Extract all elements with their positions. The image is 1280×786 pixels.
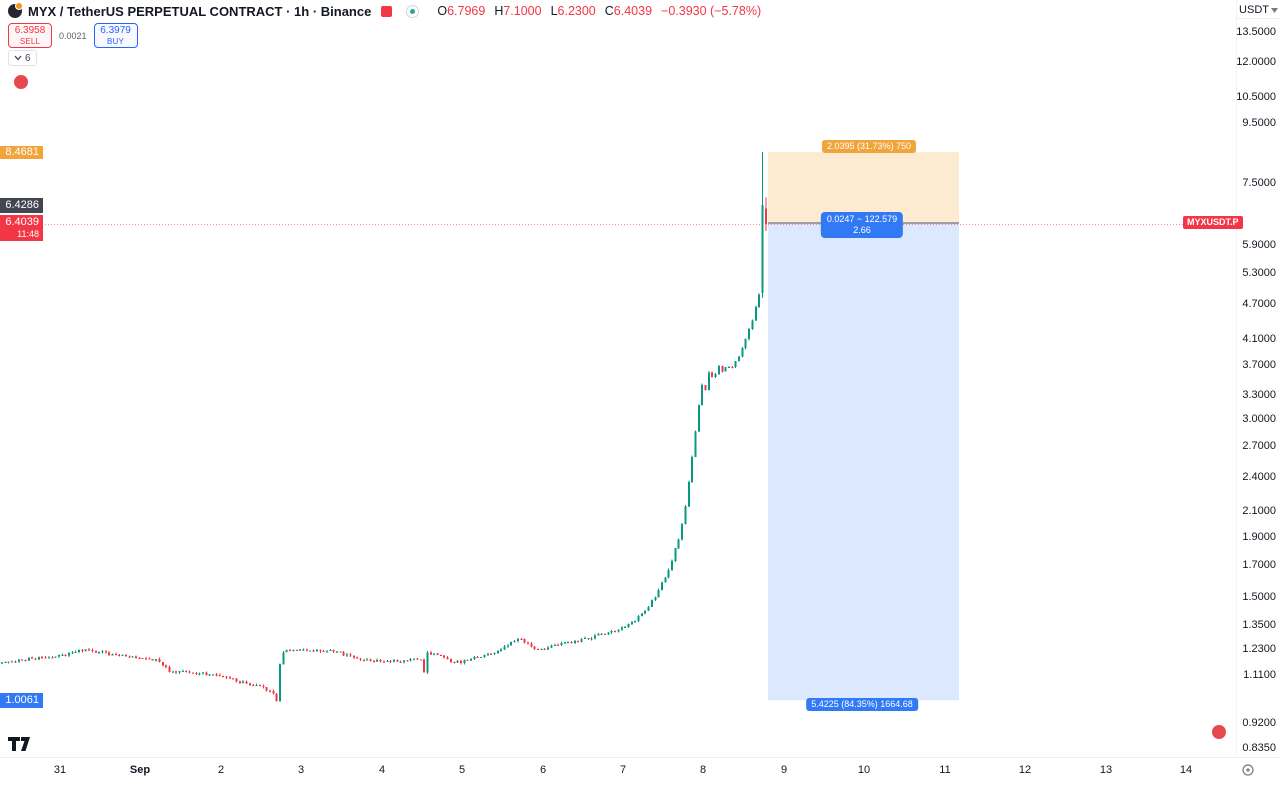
upper-range-label[interactable]: 2.0395 (31.73%) 750	[821, 140, 917, 153]
collapsed-count: 6	[25, 52, 31, 64]
last-price-value: 6.4039	[5, 216, 39, 228]
coin-logo-icon	[8, 2, 23, 18]
sell-button[interactable]: 6.3958 SELL	[8, 23, 52, 48]
mid-range-line2: 2.66	[853, 225, 871, 235]
price-tick-label: 1.5000	[1242, 591, 1276, 603]
upper-range-box[interactable]	[768, 152, 959, 224]
time-tick-label: 31	[53, 764, 67, 776]
scale-settings-icon[interactable]	[1240, 762, 1256, 778]
chevron-down-icon	[14, 55, 22, 61]
time-tick-label: 2	[217, 764, 225, 776]
time-scale[interactable]: 31 Sep 2 3 4 5 6 7 8 9 10 11 12 13 14	[0, 757, 1280, 786]
buy-price: 6.3979	[100, 24, 131, 36]
time-tick-label: 12	[1018, 764, 1032, 776]
buy-button[interactable]: 6.3979 BUY	[93, 23, 138, 48]
lower-range-label[interactable]: 5.4225 (84.35%) 1664.68	[806, 698, 918, 711]
time-tick-label: Sep	[129, 764, 151, 776]
price-tick-label: 1.7000	[1242, 559, 1276, 571]
price-tick-label: 9.5000	[1242, 117, 1276, 129]
price-tick-label: 12.0000	[1236, 56, 1276, 68]
range-mid-price-flag: 6.4286	[0, 198, 43, 213]
mid-range-line1: 0.0247 ~ 122.579	[826, 214, 898, 224]
currency-label: USDT	[1239, 4, 1269, 16]
time-tick-label: 6	[539, 764, 547, 776]
candlestick-series	[1, 152, 767, 702]
time-tick-label: 9	[780, 764, 788, 776]
price-scale-separator	[1236, 0, 1237, 757]
time-tick-label: 8	[699, 764, 707, 776]
symbol-price-tag: MYXUSDT.P	[1183, 216, 1243, 229]
ohlc-high: H7.1000	[494, 4, 542, 18]
price-tick-label: 3.7000	[1242, 359, 1276, 371]
price-tick-label: 2.7000	[1242, 440, 1276, 452]
price-tick-label: 7.5000	[1242, 177, 1276, 189]
price-tick-label: 2.1000	[1242, 505, 1276, 517]
trade-panel: 6.3958 SELL 0.0021 6.3979 BUY	[8, 23, 138, 48]
sell-price: 6.3958	[14, 24, 46, 36]
time-tick-label: 14	[1179, 764, 1193, 776]
time-tick-label: 11	[939, 764, 951, 776]
range-low-price-flag: 1.0061	[0, 693, 43, 708]
price-tick-label: 10.5000	[1236, 91, 1276, 103]
drawing-dot-marker-top[interactable]	[14, 75, 28, 89]
price-tick-label: 3.0000	[1242, 413, 1276, 425]
price-tick-label: 0.9200	[1242, 717, 1276, 729]
currency-dropdown[interactable]: USDT	[1237, 2, 1280, 19]
price-tick-label: 5.9000	[1242, 239, 1276, 251]
price-tick-label: 0.8350	[1242, 742, 1276, 754]
tradingview-logo[interactable]	[8, 737, 34, 752]
bar-countdown: 11:48	[17, 229, 39, 239]
spread-value: 0.0021	[59, 30, 87, 41]
ohlc-low: L6.2300	[550, 4, 596, 18]
ohlc-open: O6.7969	[437, 4, 486, 18]
price-tick-label: 4.7000	[1242, 298, 1276, 310]
time-tick-label: 13	[1099, 764, 1113, 776]
time-tick-label: 5	[458, 764, 466, 776]
ohlc-values: O6.7969 H7.1000 L6.2300 C6.4039 −0.3930 …	[437, 4, 761, 18]
price-tick-label: 3.3000	[1242, 389, 1276, 401]
mid-range-label[interactable]: 0.0247 ~ 122.579 2.66	[820, 212, 904, 238]
drawing-dot-marker-bottom[interactable]	[1212, 725, 1226, 739]
price-tick-label: 1.9000	[1242, 531, 1276, 543]
price-tick-label: 1.2300	[1242, 643, 1276, 655]
price-tick-label: 1.3500	[1242, 619, 1276, 631]
price-tick-label: 1.1100	[1243, 669, 1276, 681]
time-tick-label: 7	[619, 764, 627, 776]
symbol-header: MYX / TetherUS PERPETUAL CONTRACT · 1h ·…	[8, 2, 761, 19]
ohlc-close: C6.4039	[604, 4, 653, 18]
time-tick-label: 3	[297, 764, 305, 776]
collapsed-indicators-chip[interactable]: 6	[8, 50, 37, 66]
price-tick-label: 4.1000	[1242, 333, 1276, 345]
price-scale[interactable]: USDT 13.5000 12.0000 10.5000 9.5000 7.5000 5.…	[1236, 0, 1280, 757]
exchange-badge-icon	[381, 5, 393, 17]
price-tick-label: 13.5000	[1236, 26, 1276, 38]
sell-label: SELL	[19, 36, 41, 46]
lower-range-box[interactable]	[768, 223, 959, 701]
price-tick-label: 5.3000	[1242, 267, 1276, 279]
usdt-caret-icon	[1271, 7, 1278, 13]
last-price-flag: 6.4039 11:48	[0, 215, 43, 241]
buy-label: BUY	[107, 36, 125, 46]
market-status-icon	[406, 4, 420, 18]
range-high-price-flag: 8.4681	[0, 146, 43, 159]
time-tick-label: 10	[857, 764, 871, 776]
price-change: −0.3930 (−5.78%)	[661, 4, 762, 18]
price-tick-label: 2.4000	[1242, 471, 1276, 483]
symbol-title[interactable]: MYX / TetherUS PERPETUAL CONTRACT · 1h ·…	[28, 3, 372, 19]
time-tick-label: 4	[378, 764, 386, 776]
